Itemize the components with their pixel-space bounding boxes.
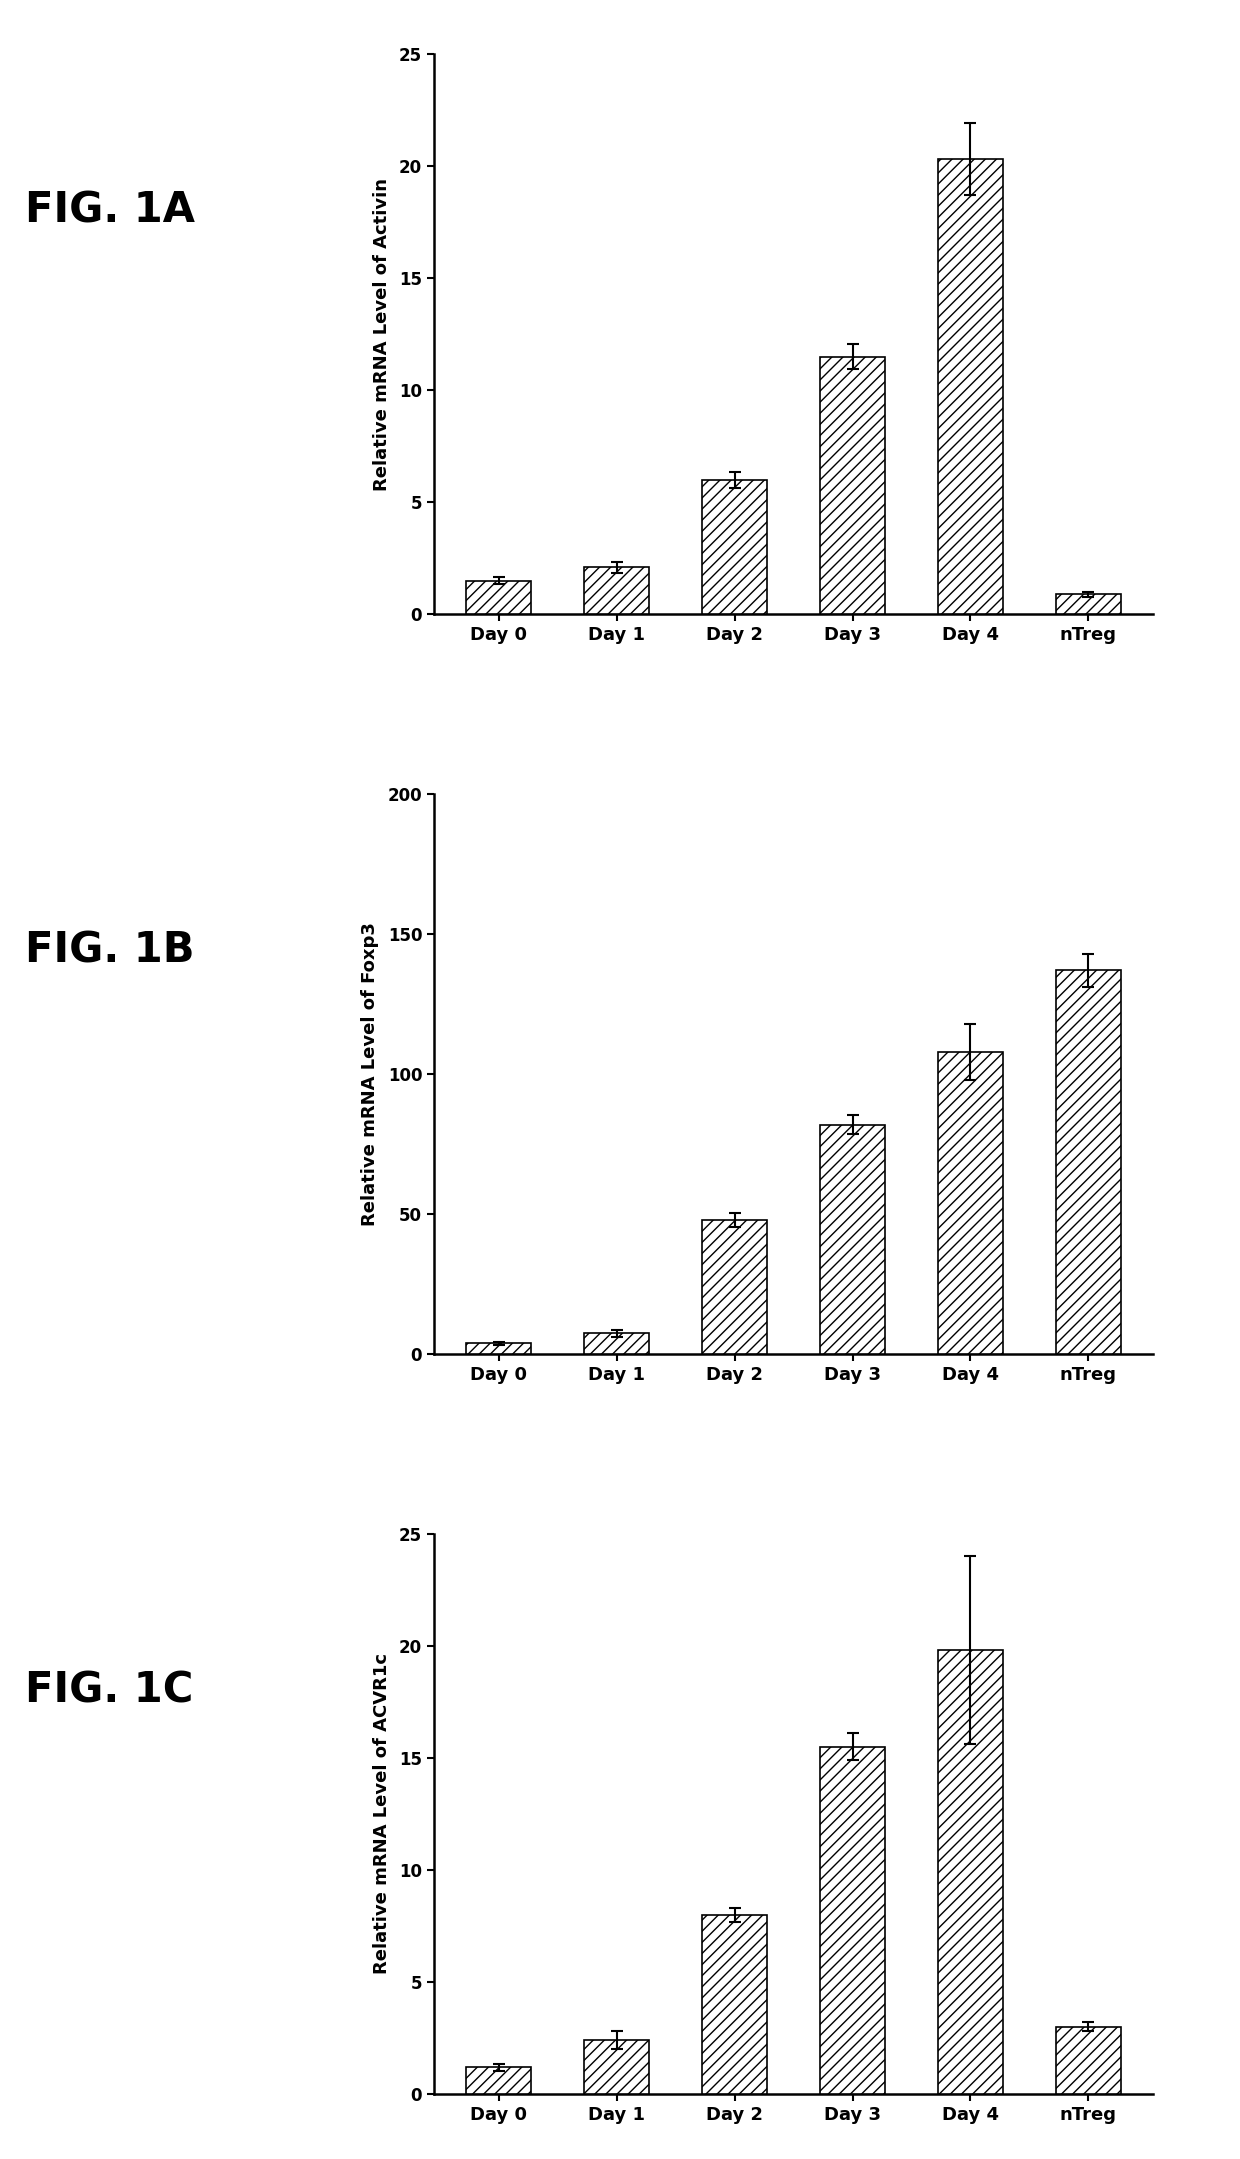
Y-axis label: Relative mRNA Level of Activin: Relative mRNA Level of Activin [373,177,391,490]
Bar [1056,594,1121,615]
Bar [584,1334,650,1354]
Bar [702,1915,768,2094]
Bar [702,1220,768,1354]
Bar [466,581,531,615]
Bar [584,2040,650,2094]
Bar [466,1343,531,1354]
Bar [820,1747,885,2094]
Text: FIG. 1C: FIG. 1C [25,1669,193,1712]
Y-axis label: Relative mRNA Level of ACVR1c: Relative mRNA Level of ACVR1c [373,1654,391,1975]
Bar [820,356,885,615]
Bar [702,479,768,615]
Bar [937,1051,1003,1354]
Text: FIG. 1B: FIG. 1B [25,931,195,972]
Bar [1056,969,1121,1354]
Bar [466,2068,531,2094]
Text: FIG. 1A: FIG. 1A [25,190,195,231]
Y-axis label: Relative mRNA Level of Foxp3: Relative mRNA Level of Foxp3 [361,922,379,1226]
Bar [1056,2027,1121,2094]
Bar [584,568,650,615]
Bar [820,1125,885,1354]
Bar [937,160,1003,615]
Bar [937,1649,1003,2094]
